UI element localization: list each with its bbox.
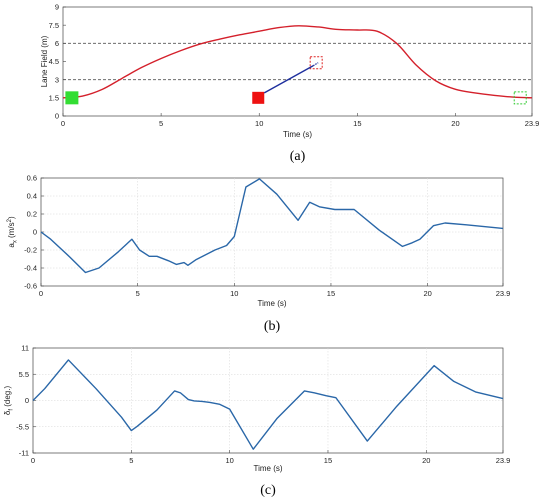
panel-b-y-ticks: -0.6 -0.4 -0.2 0 0.2 0.4 0.6	[24, 174, 44, 291]
panel-b-label: (b)	[264, 319, 281, 334]
panel-a-x-ticks: 0 5 10 15 20 23.9	[61, 113, 539, 128]
x-tick-label: 0	[61, 119, 65, 128]
x-tick-label: 23.9	[496, 456, 511, 465]
x-tick-label: 5	[159, 119, 163, 128]
panel-b-y-label-close: )	[7, 216, 16, 219]
x-tick-label: 20	[451, 119, 459, 128]
x-tick-label: 20	[423, 289, 431, 298]
series-line	[40, 178, 504, 274]
x-tick-label: 15	[324, 456, 332, 465]
panel-b-grid	[41, 178, 503, 286]
panel-b-acceleration-chart: 0 5 10 15 20 23.9 -0.6 -0.4 -0.2 0 0.2 0.4 0.6 Time…	[7, 174, 510, 334]
x-tick-label: 23.9	[525, 119, 540, 128]
x-tick-label: 10	[225, 456, 233, 465]
panel-a-reference-lines	[63, 42, 532, 81]
y-tick-label: -5.5	[16, 422, 29, 431]
y-tick-label: 7.5	[49, 21, 59, 30]
x-tick-label: 0	[31, 456, 35, 465]
x-tick-label: 0	[39, 289, 43, 298]
panel-b-y-label-main: a	[7, 243, 16, 248]
panel-b-x-ticks: 0 5 10 15 20 23.9	[39, 283, 510, 298]
y-tick-label: -0.4	[24, 264, 37, 273]
panel-b-y-label-unit: (m/s	[7, 222, 16, 240]
x-tick-label: 15	[327, 289, 335, 298]
y-tick-label: 4.5	[49, 57, 59, 66]
panel-a-y-ticks: 0 1.5 3 4.5 6 7.5 9	[49, 3, 66, 121]
panel-c-steering-chart: 0 5 10 15 20 23.9 -11 -5.5 0 5.5 11 Time (s) δf (…	[3, 344, 510, 498]
panel-a-plot-frame	[62, 6, 533, 117]
panel-b-y-label-sup: 2	[7, 218, 13, 222]
panel-c-y-axis-label: δf (deg.)	[3, 386, 15, 416]
y-tick-label: 3	[55, 75, 59, 84]
y-tick-label: 5.5	[19, 370, 29, 379]
panel-a-x-axis-label: Time (s)	[283, 130, 312, 139]
y-tick-label: 1.5	[49, 93, 59, 102]
y-tick-label: 9	[55, 3, 59, 12]
panel-a-markers	[65, 56, 527, 105]
panel-c-y-label-sub: f	[9, 409, 15, 411]
y-tick-label: 0.4	[27, 192, 37, 201]
panel-b-y-axis-label: ax (m/s2)	[7, 216, 19, 248]
x-tick-label: 5	[129, 456, 133, 465]
y-tick-label: -0.2	[24, 246, 37, 255]
obstacle-vehicle-marker	[252, 91, 265, 104]
obstacle-motion-arrow	[263, 65, 314, 94]
panel-a-y-axis-label: Lane Field (m)	[40, 35, 49, 87]
y-tick-label: -11	[19, 449, 29, 458]
x-tick-label: 10	[230, 289, 238, 298]
x-tick-label: 15	[353, 119, 361, 128]
x-tick-label: 20	[422, 456, 430, 465]
y-tick-label: 0.2	[27, 210, 37, 219]
ego-vehicle-end-marker	[513, 91, 527, 105]
panel-b-y-label-sub: x	[13, 240, 19, 243]
y-tick-label: 11	[21, 344, 29, 353]
panel-c-series	[32, 359, 504, 450]
x-tick-label: 5	[136, 289, 140, 298]
panel-c-grid	[33, 348, 503, 453]
x-tick-label: 10	[255, 119, 263, 128]
panel-a-lane-chart: 0 5 10 15 20 23.9 0 1.5 3 4.5 6 7.5 9 Time (s) Lane…	[40, 3, 539, 164]
ego-vehicle-start-marker	[65, 91, 79, 105]
series-line	[62, 25, 533, 99]
obstacle-target-marker	[309, 56, 323, 70]
panel-c-y-ticks: -11 -5.5 0 5.5 11	[16, 344, 36, 458]
panel-b-series	[40, 178, 504, 274]
x-tick-label: 23.9	[496, 289, 511, 298]
y-tick-label: 0	[33, 228, 37, 237]
y-tick-label: 0	[55, 112, 59, 121]
panel-b-x-axis-label: Time (s)	[257, 299, 286, 308]
series-line	[32, 359, 504, 450]
y-tick-label: 6	[55, 39, 59, 48]
panel-a-label: (a)	[290, 149, 306, 164]
panel-c-label: (c)	[260, 483, 276, 498]
y-tick-label: -0.6	[24, 282, 37, 291]
panel-c-y-label-unit: (deg.)	[3, 386, 12, 409]
panel-c-y-label-main: δ	[3, 410, 12, 415]
panel-c-x-axis-label: Time (s)	[253, 464, 282, 473]
panel-c-x-ticks: 0 5 10 15 20 23.9	[31, 450, 510, 465]
y-tick-label: 0	[25, 396, 29, 405]
panel-a-series	[62, 25, 533, 99]
obstacle-motion-arrow-tip	[312, 62, 319, 67]
y-tick-label: 0.6	[27, 174, 37, 183]
